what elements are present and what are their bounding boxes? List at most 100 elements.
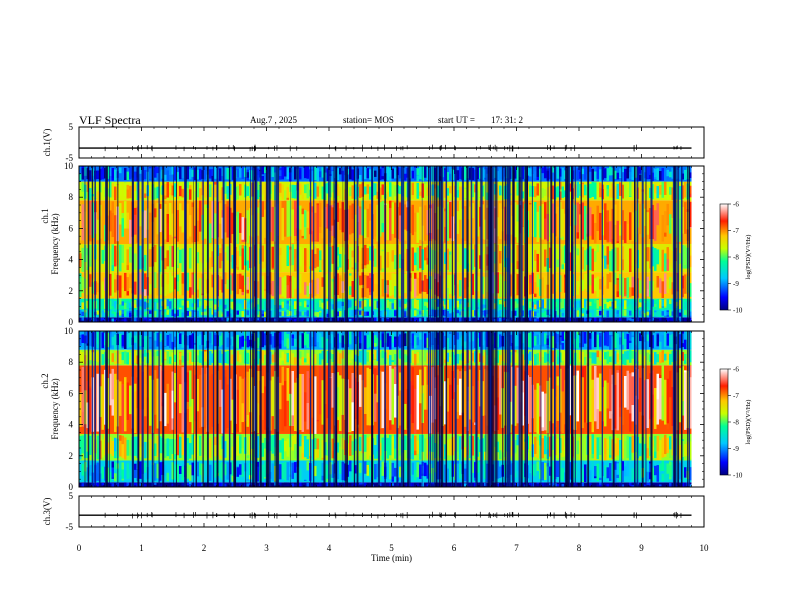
- psd-cell: [394, 310, 397, 317]
- sferic-line: [254, 166, 256, 322]
- psd-cell: [671, 218, 674, 244]
- psd-cell: [626, 370, 629, 410]
- psd-cell: [616, 279, 619, 292]
- psd-cell: [301, 318, 304, 322]
- psd-cell: [319, 366, 322, 415]
- psd-cell: [169, 446, 172, 459]
- psd-cell: [414, 299, 417, 309]
- psd-cell: [529, 473, 532, 482]
- psd-cell: [144, 311, 147, 317]
- psd-cell: [191, 274, 194, 295]
- psd-cell: [149, 483, 152, 487]
- psd-cell: [644, 184, 647, 195]
- psd-cell: [654, 184, 657, 194]
- psd-cell: [671, 304, 674, 310]
- sferic-line: [313, 166, 315, 322]
- psd-cell: [671, 250, 674, 269]
- psd-cell: [476, 484, 479, 487]
- psd-cell: [219, 463, 222, 479]
- psd-cell: [679, 484, 682, 487]
- psd-cell: [394, 286, 397, 298]
- psd-cell: [689, 283, 692, 297]
- psd-cell: [139, 201, 142, 227]
- sferic-line: [255, 166, 258, 322]
- psd-cell: [561, 435, 564, 451]
- psd-cell: [369, 203, 372, 221]
- psd-cell: [349, 310, 352, 317]
- psd-cell: [499, 168, 502, 180]
- psd-cell: [499, 482, 502, 486]
- psd-cell: [584, 483, 587, 487]
- psd-cell: [679, 200, 682, 233]
- psd-cell: [196, 282, 199, 298]
- psd-cell: [339, 253, 342, 268]
- psd-cell: [551, 436, 554, 450]
- psd-cell: [211, 175, 214, 182]
- psd-cell: [321, 277, 324, 287]
- psd-cell: [321, 440, 324, 458]
- psd-cell: [616, 482, 619, 487]
- psd-cell: [421, 393, 424, 423]
- psd-cell: [186, 483, 189, 486]
- psd-cell: [556, 206, 559, 238]
- psd-cell: [149, 279, 152, 295]
- psd-cell: [404, 482, 407, 485]
- sferic-line: [518, 166, 521, 322]
- psd-cell: [681, 483, 684, 487]
- psd-cell: [144, 317, 147, 320]
- psd-cell: [114, 245, 117, 262]
- psd-cell: [219, 379, 222, 407]
- psd-cell: [224, 304, 227, 309]
- psd-cell: [231, 168, 234, 180]
- psd-cell: [149, 446, 152, 460]
- psd-cell: [219, 444, 222, 456]
- sferic-line: [117, 166, 119, 322]
- psd-cell: [684, 482, 687, 487]
- psd-cell: [204, 244, 207, 269]
- sferic-line: [434, 166, 435, 322]
- psd-cell: [549, 436, 552, 457]
- psd-cell: [316, 168, 319, 182]
- sferic-line: [195, 166, 197, 322]
- psd-cell: [326, 482, 329, 487]
- psd-cell: [496, 272, 499, 294]
- psd-cell: [159, 318, 162, 322]
- psd-cell: [541, 319, 544, 322]
- psd-cell: [326, 182, 329, 194]
- psd-cell: [119, 183, 122, 196]
- psd-cell: [539, 205, 542, 238]
- sferic-line: [216, 166, 219, 322]
- psd-cell: [239, 310, 242, 317]
- psd-cell: [444, 183, 447, 198]
- psd-cell: [274, 245, 277, 264]
- psd-cell: [499, 299, 502, 305]
- psd-cell: [194, 167, 197, 181]
- psd-cell: [126, 463, 129, 479]
- psd-cell: [666, 311, 669, 316]
- psd-cell: [469, 206, 472, 244]
- psd-cell: [114, 311, 117, 317]
- psd-cell: [476, 380, 479, 431]
- psd-cell: [456, 384, 459, 412]
- psd-cell: [246, 301, 249, 309]
- psd-cell: [449, 166, 452, 174]
- psd-cell: [124, 483, 127, 487]
- psd-cell: [654, 482, 657, 485]
- psd-cell: [389, 183, 392, 196]
- psd-cell: [521, 483, 524, 487]
- psd-cell: [471, 218, 474, 238]
- psd-cell: [241, 248, 244, 270]
- psd-cell: [394, 299, 397, 310]
- psd-cell: [236, 274, 239, 295]
- psd-cell: [79, 273, 82, 283]
- psd-cell: [261, 393, 264, 421]
- psd-cell: [521, 244, 524, 269]
- psd-cell: [211, 483, 214, 486]
- psd-cell: [426, 465, 429, 479]
- sferic-line: [580, 166, 582, 322]
- psd-cell: [646, 311, 649, 316]
- psd-cell: [394, 274, 397, 294]
- psd-cell: [139, 409, 142, 434]
- psd-cell: [154, 443, 157, 457]
- psd-cell: [271, 484, 274, 487]
